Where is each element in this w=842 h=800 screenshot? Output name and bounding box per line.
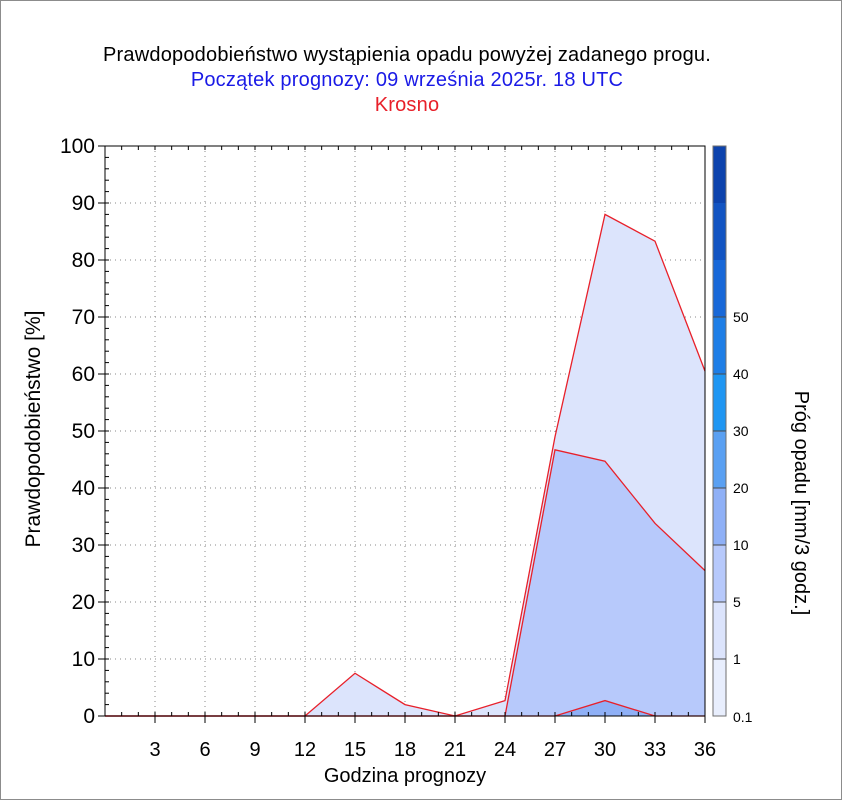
y-tick-label: 60 (72, 363, 95, 386)
colorbar-tick-label: 20 (733, 480, 749, 496)
colorbar-tick-label: 10 (733, 537, 749, 553)
y-tick-label: 10 (72, 648, 95, 671)
x-tick-label: 21 (444, 739, 466, 761)
y-tick-label: 40 (72, 477, 95, 500)
y-tick-label: 70 (72, 306, 95, 329)
colorbar-segment (713, 146, 726, 203)
colorbar-segment (713, 545, 726, 602)
y-tick-label: 90 (72, 192, 95, 215)
colorbar-segment (713, 488, 726, 545)
minor-ticks (105, 146, 689, 716)
x-tick-label: 3 (149, 739, 160, 761)
x-axis-label: Godzina prognozy (324, 765, 486, 787)
colorbar-tick-label: 0.1 (733, 709, 753, 725)
location-name: Krosno (374, 94, 440, 116)
colorbar-tick-label: 30 (733, 423, 749, 439)
x-tick-label: 30 (594, 739, 616, 761)
y-tick-label: 0 (83, 705, 95, 728)
colorbar-tick-label: 40 (733, 366, 749, 382)
x-tick-label: 12 (294, 739, 316, 761)
y-tick-label: 100 (60, 135, 95, 158)
x-tick-label: 9 (249, 739, 260, 761)
colorbar-tick-label: 5 (733, 594, 741, 610)
series-area-2 (105, 700, 705, 716)
x-tick-label: 18 (394, 739, 416, 761)
colorbar-segment (713, 374, 726, 431)
x-tick-label: 27 (544, 739, 566, 761)
x-tick-label: 33 (644, 739, 666, 761)
y-tick-label: 20 (72, 591, 95, 614)
y-tick-label: 50 (72, 420, 95, 443)
x-tick-label: 36 (694, 739, 716, 761)
colorbar-label: Próg opadu [mm/3 godz.] (790, 391, 812, 616)
colorbar-segment (713, 659, 726, 716)
colorbar-segment (713, 431, 726, 488)
colorbar-tick-label: 1 (733, 651, 741, 667)
colorbar-segment (713, 260, 726, 317)
x-tick-label: 24 (494, 739, 516, 761)
colorbar-tick-label: 50 (733, 309, 749, 325)
colorbar-segment (713, 203, 726, 260)
x-tick-label: 15 (344, 739, 366, 761)
forecast-start: Początek prognozy: 09 września 2025r. 18… (190, 69, 624, 91)
y-tick-label: 30 (72, 534, 95, 557)
chart-title: Prawdopodobieństwo wystąpienia opadu pow… (103, 44, 711, 66)
colorbar-segment (713, 317, 726, 374)
y-tick-label: 80 (72, 249, 95, 272)
x-tick-label: 6 (199, 739, 210, 761)
series-area-1 (105, 449, 705, 716)
y-axis-label: Prawdopodobieństwo [%] (22, 311, 45, 548)
colorbar-segment (713, 602, 726, 659)
